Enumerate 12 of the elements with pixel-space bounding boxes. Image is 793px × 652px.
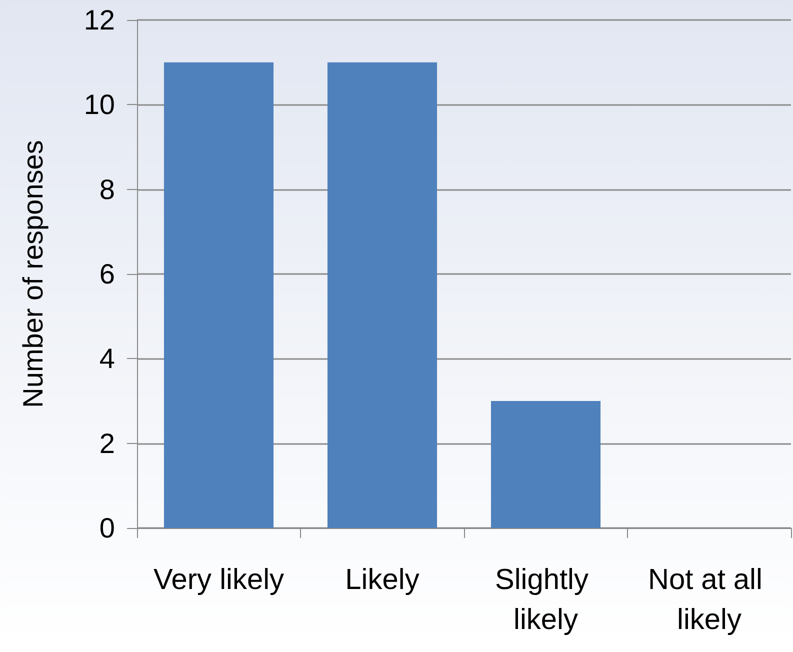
y-tick-label: 6	[99, 258, 115, 290]
y-tick-label: 2	[99, 428, 115, 459]
y-tick-label: 0	[99, 512, 115, 544]
x-tick-label: Not at all likely	[648, 564, 770, 636]
y-tick-label: 8	[99, 174, 115, 205]
y-tick-label: 10	[84, 89, 115, 120]
x-tick-label: Slightly likely	[494, 564, 597, 636]
x-tick-label: Likely	[345, 564, 420, 596]
y-tick-label: 12	[84, 4, 115, 36]
y-axis-title: Number of responses	[18, 140, 48, 408]
x-tick-label: Very likely	[153, 564, 285, 596]
y-tick-label: 4	[99, 343, 115, 374]
